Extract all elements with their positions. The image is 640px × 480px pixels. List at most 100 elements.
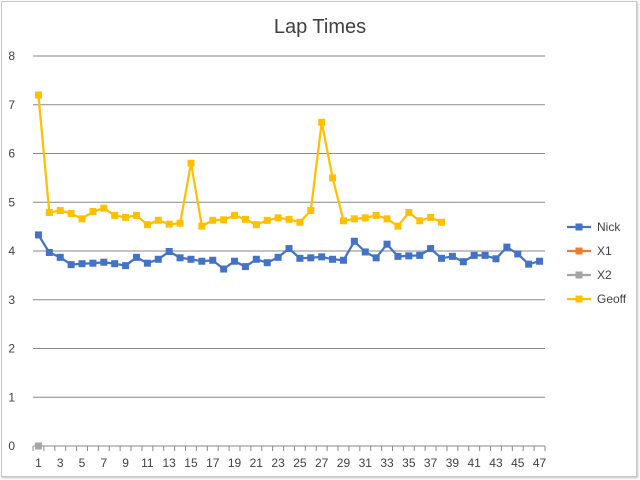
x-tick-label: 17 bbox=[206, 456, 220, 470]
x-tick-label: 31 bbox=[359, 456, 373, 470]
data-point-geoff bbox=[209, 216, 217, 224]
x-tick-label: 41 bbox=[468, 456, 482, 470]
data-point-nick bbox=[263, 259, 271, 267]
legend: Nick X1 X2 Geoff bbox=[567, 220, 627, 306]
x-tick-label: 45 bbox=[511, 456, 525, 470]
data-point-geoff bbox=[143, 221, 151, 229]
data-point-geoff bbox=[111, 211, 119, 219]
x-tick-label: 21 bbox=[250, 456, 264, 470]
legend-swatch-marker bbox=[575, 223, 583, 231]
data-point-geoff bbox=[361, 214, 369, 222]
legend-label: X1 bbox=[597, 244, 612, 258]
data-point-geoff bbox=[383, 215, 391, 223]
y-tick-label: 4 bbox=[8, 244, 15, 258]
data-point-geoff bbox=[165, 220, 173, 228]
data-point-geoff bbox=[132, 211, 140, 219]
data-point-nick bbox=[89, 259, 97, 267]
data-point-geoff bbox=[122, 213, 130, 221]
legend-swatch-marker bbox=[575, 295, 583, 303]
x-tick-label: 39 bbox=[446, 456, 460, 470]
data-point-nick bbox=[67, 261, 75, 269]
legend-item-x1: X1 bbox=[567, 244, 612, 258]
data-point-nick bbox=[285, 245, 293, 253]
data-point-nick bbox=[481, 251, 489, 259]
data-point-nick bbox=[176, 254, 184, 262]
data-point-geoff bbox=[78, 215, 86, 223]
legend-label: X2 bbox=[597, 268, 612, 282]
x-tick-label: 37 bbox=[424, 456, 438, 470]
y-tick-label: 7 bbox=[8, 98, 15, 112]
gridlines bbox=[33, 55, 545, 398]
data-point-geoff bbox=[154, 216, 162, 224]
data-point-nick bbox=[361, 248, 369, 256]
data-point-geoff bbox=[45, 208, 53, 216]
x-tick-label: 5 bbox=[79, 456, 86, 470]
y-tick-label: 5 bbox=[8, 195, 15, 209]
data-point-geoff bbox=[274, 214, 282, 222]
legend-label: Nick bbox=[597, 220, 621, 234]
x-tick-label: 11 bbox=[141, 456, 154, 470]
data-point-nick bbox=[45, 248, 53, 256]
data-point-nick bbox=[231, 257, 239, 265]
data-point-nick bbox=[111, 260, 119, 268]
data-point-nick bbox=[132, 253, 140, 261]
data-point-nick bbox=[459, 258, 467, 266]
x-tick-label: 35 bbox=[402, 456, 416, 470]
x-tick-label: 13 bbox=[162, 456, 176, 470]
y-tick-label: 0 bbox=[8, 439, 15, 453]
data-point-nick bbox=[209, 256, 217, 264]
data-point-nick bbox=[339, 256, 347, 264]
data-point-nick bbox=[274, 253, 282, 261]
series-nick bbox=[34, 231, 544, 273]
data-point-nick bbox=[470, 251, 478, 259]
data-point-geoff bbox=[350, 215, 358, 223]
data-point-nick bbox=[241, 263, 249, 271]
y-tick-label: 8 bbox=[8, 49, 15, 63]
legend-item-nick: Nick bbox=[567, 220, 621, 234]
data-point-nick bbox=[438, 254, 446, 262]
x-tick-label: 47 bbox=[533, 456, 547, 470]
data-point-geoff bbox=[100, 204, 108, 212]
data-point-geoff bbox=[394, 222, 402, 230]
data-point-nick bbox=[143, 259, 151, 267]
chart-title: Lap Times bbox=[274, 16, 366, 38]
data-point-geoff bbox=[252, 221, 260, 229]
x-tick-label: 27 bbox=[315, 456, 329, 470]
legend-item-geoff: Geoff bbox=[567, 292, 627, 306]
data-point-nick bbox=[34, 231, 42, 239]
data-point-nick bbox=[427, 245, 435, 253]
data-point-x2 bbox=[34, 442, 42, 450]
data-point-nick bbox=[122, 262, 130, 270]
data-point-geoff bbox=[296, 218, 304, 226]
data-point-geoff bbox=[329, 174, 337, 182]
data-point-nick bbox=[536, 257, 544, 265]
data-point-geoff bbox=[176, 219, 184, 227]
data-point-nick bbox=[187, 255, 195, 263]
data-point-geoff bbox=[307, 207, 315, 215]
data-point-nick bbox=[56, 253, 64, 261]
data-point-geoff bbox=[56, 207, 64, 215]
series-x2 bbox=[34, 442, 42, 450]
x-tick-label: 3 bbox=[57, 456, 64, 470]
data-point-nick bbox=[514, 250, 522, 258]
data-point-nick bbox=[503, 243, 511, 251]
y-tick-label: 2 bbox=[8, 342, 15, 356]
data-point-geoff bbox=[89, 208, 97, 216]
x-tick-label: 7 bbox=[100, 456, 107, 470]
data-point-nick bbox=[198, 257, 206, 265]
data-point-nick bbox=[405, 252, 413, 260]
x-tick-label: 19 bbox=[228, 456, 242, 470]
x-tick-label: 15 bbox=[184, 456, 198, 470]
data-point-geoff bbox=[198, 222, 206, 230]
data-point-nick bbox=[307, 254, 315, 262]
y-axis-tick-labels: 0 1 2 3 4 5 6 7 8 bbox=[8, 49, 15, 453]
x-tick-label: 43 bbox=[489, 456, 503, 470]
data-point-nick bbox=[220, 265, 228, 273]
data-point-nick bbox=[165, 247, 173, 255]
series-geoff bbox=[34, 91, 446, 230]
data-point-nick bbox=[492, 255, 500, 263]
data-point-nick bbox=[154, 255, 162, 263]
y-tick-label: 1 bbox=[8, 390, 15, 404]
data-point-nick bbox=[329, 255, 337, 263]
data-point-geoff bbox=[285, 215, 293, 223]
